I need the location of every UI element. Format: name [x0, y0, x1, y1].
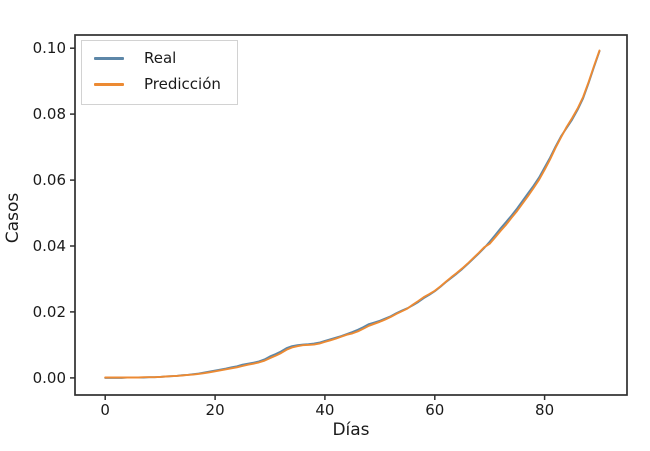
y-tick-label: 0.04 — [33, 237, 66, 255]
legend-item-prediccion: Predicción — [94, 73, 221, 96]
y-tick-label: 0.00 — [33, 369, 66, 387]
legend-label-real: Real — [144, 49, 177, 67]
x-axis-label: Días — [332, 420, 370, 440]
axes-box — [74, 34, 628, 396]
x-tick-label: 0 — [100, 401, 110, 419]
x-tick-label: 20 — [206, 401, 225, 419]
x-tick-label: 80 — [535, 401, 554, 419]
legend: Real Predicción — [81, 40, 238, 105]
y-tick-label: 0.08 — [33, 105, 66, 123]
y-tick-label: 0.02 — [33, 303, 66, 321]
real-line-swatch — [94, 57, 124, 60]
legend-item-real: Real — [94, 47, 221, 70]
y-axis-label: Casos — [3, 192, 23, 244]
y-tick-label: 0.06 — [33, 171, 66, 189]
legend-label-prediccion: Predicción — [144, 75, 221, 93]
x-tick-label: 60 — [425, 401, 444, 419]
series-prediccion-line — [104, 49, 601, 379]
prediccion-line-swatch — [94, 83, 124, 86]
x-tick-label: 40 — [315, 401, 334, 419]
y-tick-label: 0.10 — [33, 39, 66, 57]
